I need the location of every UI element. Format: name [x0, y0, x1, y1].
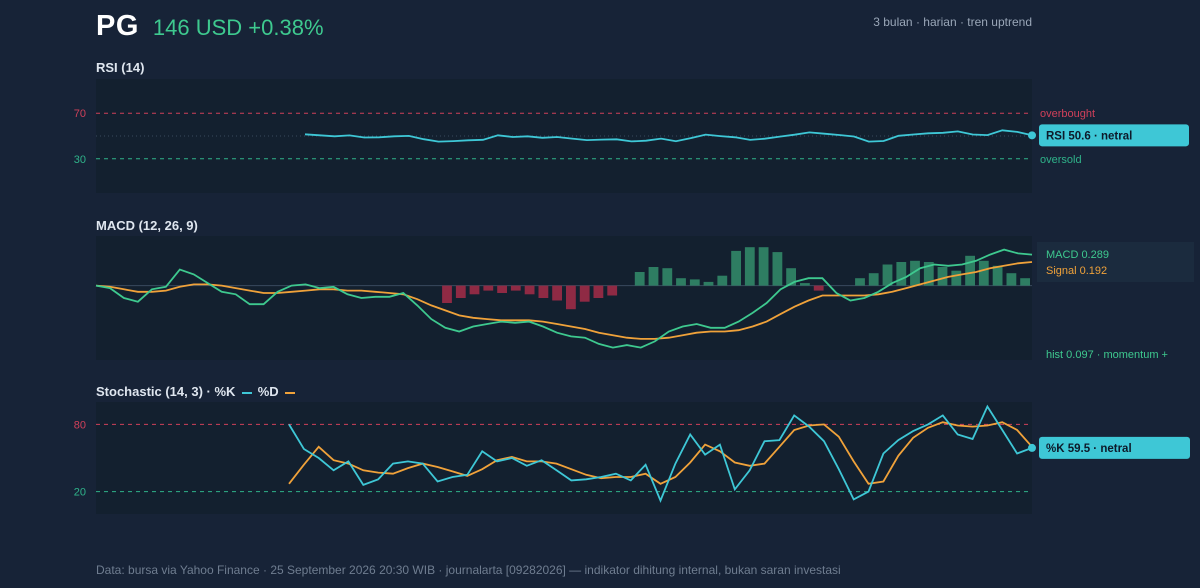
macd-histogram-bar	[772, 252, 783, 286]
macd-histogram-bar	[579, 285, 590, 302]
macd-histogram-bar	[855, 278, 865, 286]
macd-histogram-bar	[607, 285, 618, 296]
d-legend-label: %D	[257, 384, 279, 399]
stochastic-k-line	[288, 404, 1033, 503]
macd-histogram-bar	[703, 281, 714, 286]
overbought-label: overbought	[1040, 108, 1095, 120]
macd-histogram-bar	[593, 285, 604, 298]
k-legend-swatch	[242, 391, 253, 394]
macd-histogram-bar	[951, 270, 962, 286]
rsi-badge-label: RSI 50.6 · netral	[1046, 130, 1132, 142]
ticker-symbol: PG	[96, 10, 139, 42]
macd-histogram-bar	[1020, 278, 1030, 286]
rsi-last-point	[1028, 131, 1036, 140]
macd-histogram-bar	[469, 285, 480, 295]
macd-histogram-bar	[510, 285, 521, 291]
stochastic-title-text: Stochastic (14, 3) · %K	[96, 384, 236, 399]
macd-histogram-bar	[648, 267, 659, 286]
macd-signal-line	[95, 261, 1033, 340]
macd-histogram-bar	[497, 285, 507, 293]
macd-histogram-bar	[758, 247, 769, 286]
signal-legend-label: Signal 0.192	[1046, 265, 1107, 277]
macd-histogram-bar	[455, 285, 466, 298]
period-meta: 3 bulan · harian · tren uptrend	[873, 15, 1032, 29]
macd-histogram-bar	[538, 285, 549, 298]
rsi-badge	[1039, 124, 1189, 147]
stochastic-last-point	[1028, 443, 1036, 452]
stochastic-tick-label: 20	[74, 487, 86, 499]
stochastic-tick-label: 80	[74, 419, 86, 431]
macd-histogram-bar	[689, 279, 700, 286]
macd-histogram-bar	[978, 260, 989, 286]
macd-histogram-bar	[965, 255, 975, 286]
oversold-label: oversold	[1040, 154, 1082, 166]
header: PG 146 USD +0.38%	[96, 10, 324, 43]
macd-histogram-bar	[662, 268, 673, 286]
macd-histogram-bar	[744, 247, 755, 286]
macd-histogram-bar	[937, 267, 948, 286]
macd-histogram-bar	[800, 283, 810, 286]
macd-panel-bg	[96, 236, 1032, 360]
price-change: 146 USD +0.38%	[152, 15, 324, 40]
rsi-tick-label: 70	[74, 108, 86, 120]
macd-histogram-bar	[566, 285, 576, 310]
macd-legend-label: MACD 0.289	[1046, 249, 1109, 261]
macd-histogram-bar	[524, 285, 535, 295]
stochastic-title: Stochastic (14, 3) · %K %D	[96, 384, 296, 399]
macd-histogram-bar	[923, 262, 934, 286]
footer-source: Data: bursa via Yahoo Finance · 25 Septe…	[96, 563, 841, 577]
macd-histogram-bar	[1006, 273, 1017, 286]
macd-histogram-bar	[813, 285, 824, 291]
rsi-tick-label: 30	[74, 154, 86, 166]
rsi-title: RSI (14)	[96, 60, 145, 75]
macd-histogram-annotation: hist 0.097 · momentum +	[1046, 349, 1168, 361]
macd-histogram-bar	[786, 268, 796, 286]
stochastic-badge	[1039, 436, 1190, 459]
macd-line	[95, 248, 1033, 349]
macd-histogram-bar	[896, 262, 907, 286]
macd-histogram-bar	[676, 278, 686, 286]
stochastic-panel-bg	[96, 402, 1032, 514]
stochastic-badge-label: %K 59.5 · netral	[1046, 443, 1132, 455]
stochastic-d-line	[288, 421, 1033, 485]
macd-legend-box	[1037, 242, 1194, 282]
macd-histogram-bar	[882, 264, 893, 286]
macd-histogram-bar	[731, 250, 741, 286]
macd-histogram-bar	[717, 275, 728, 286]
macd-title: MACD (12, 26, 9)	[96, 218, 198, 233]
macd-histogram-bar	[910, 260, 920, 286]
macd-histogram-bar	[868, 273, 879, 286]
d-legend-swatch	[285, 391, 296, 394]
macd-histogram-bar	[552, 285, 562, 301]
macd-histogram-bar	[634, 272, 645, 286]
macd-histogram-bar	[442, 285, 452, 303]
macd-histogram-bar	[992, 265, 1003, 286]
rsi-line	[304, 129, 1033, 143]
macd-histogram-bar	[483, 285, 494, 291]
